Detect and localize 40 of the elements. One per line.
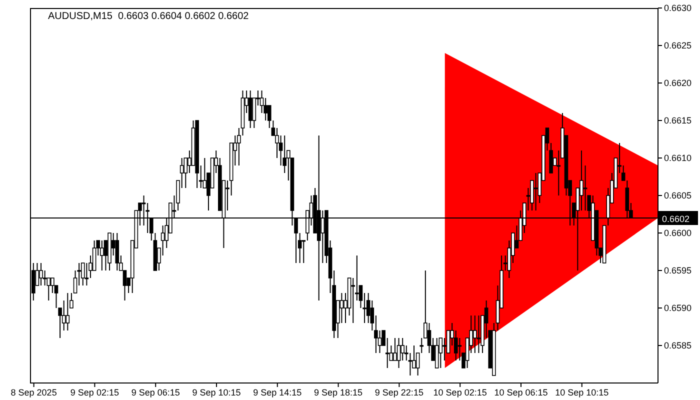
candlestick [438, 338, 443, 368]
x-tick-label: 9 Sep 02:15 [70, 387, 119, 398]
y-tick-label: 0.6585 [664, 340, 692, 351]
candlestick [100, 240, 104, 271]
y-tick-label: 0.6610 [664, 153, 692, 164]
x-tick-label: 10 Sep 10:15 [555, 387, 609, 398]
y-tick-label: 0.6605 [664, 190, 692, 201]
x-tick-label: 10 Sep 02:15 [433, 387, 487, 398]
candlestick [583, 165, 588, 211]
y-tick-label: 0.6590 [664, 303, 692, 314]
x-tick-label: 8 Sep 2025 [10, 387, 57, 398]
x-tick-label: 10 Sep 06:15 [494, 387, 548, 398]
candlestick [476, 315, 481, 354]
candlestick [393, 338, 397, 361]
candlestick [39, 262, 43, 286]
y-tick-label: 0.6630 [664, 3, 692, 14]
candlestick [115, 232, 120, 271]
candlestick [400, 338, 404, 361]
candlestick [580, 150, 584, 211]
x-tick-label: 9 Sep 14:15 [253, 387, 302, 398]
candlestick [66, 292, 70, 331]
x-tick-label: 9 Sep 06:15 [131, 387, 180, 398]
candlestick [434, 338, 439, 368]
candlestick [248, 90, 252, 128]
y-tick-label: 0.6595 [664, 266, 692, 276]
candlestick [50, 278, 54, 294]
y-tick-label: 0.6625 [664, 40, 692, 51]
y-tick-label: 0.6620 [664, 78, 692, 88]
y-tick-label: 0.6600 [664, 228, 692, 238]
candlestick [473, 315, 477, 354]
y-tick-label: 0.6615 [664, 116, 692, 126]
x-tick-label: 9 Sep 18:15 [314, 387, 363, 398]
candlestick [340, 292, 344, 324]
candlestick [80, 262, 85, 286]
x-tick-label: 9 Sep 22:15 [374, 387, 424, 398]
ref-line-label: 0.6602 [662, 214, 690, 224]
candlestick [396, 338, 401, 368]
chart-title: AUDUSD,M15 0.6603 0.6604 0.6602 0.6602 [48, 11, 249, 22]
x-tick-label: 9 Sep 10:15 [192, 387, 241, 398]
candlestick [534, 172, 538, 211]
